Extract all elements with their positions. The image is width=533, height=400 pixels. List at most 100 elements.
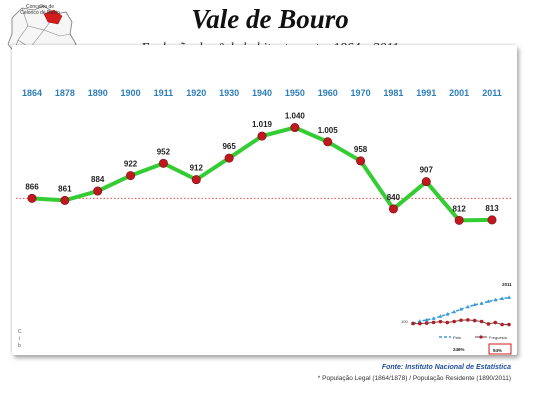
data-point [454,215,464,225]
inset-pais-point [424,317,429,322]
data-label: 884 [91,175,105,184]
population-line-chart: 1864 1878 1890 1900 1911 1920 1930 1940 1950 1960… [16,88,513,355]
data-point [158,158,168,168]
data-point [60,195,70,205]
data-label: 922 [124,160,138,169]
data-point [356,156,366,166]
inset-pais-point [438,314,443,318]
inset-pais-point [459,307,463,311]
data-point [487,215,497,225]
axis-glyph-b: b [18,343,21,349]
inset-freguesia-point [500,322,504,327]
x-tick-label: 1940 [252,88,272,98]
year-axis-labels: 1864 1878 1890 1900 1911 1920 1930 1940 1950 1960… [22,88,502,98]
map-highlight-parish [43,9,63,25]
map-parish-lines [13,7,71,61]
inset-pct-pais: 246% [453,347,465,352]
x-tick-label: 2011 [482,88,502,98]
inset-pais-series [411,295,511,325]
data-label: 958 [354,145,368,154]
data-point [27,193,37,203]
x-tick-label: 1911 [154,88,174,98]
data-label: 952 [157,147,171,156]
inset-freguesia-point [452,319,456,324]
value-labels-layer: 866 861 884 922 952 912 965 1.019 1.040 1.005 958 8… [25,112,499,214]
inset-freguesia-point [424,321,429,325]
inset-pais-point [486,299,491,303]
data-label: 866 [25,182,39,191]
inset-legend-freguesia: Freguesia [489,335,508,340]
data-label: 840 [387,193,401,202]
data-label: 812 [452,204,466,213]
inset-freguesia-point [411,321,415,326]
inset-legend-freguesia-marker [479,335,483,339]
inset-freguesia-point [493,320,498,325]
data-point [290,123,300,133]
data-point [224,153,234,163]
x-tick-label: 1890 [88,88,108,98]
inset-freguesia-series [411,318,511,327]
data-point [323,137,333,147]
data-point [126,171,136,181]
data-point [388,204,398,214]
inset-freguesia-point [479,319,484,324]
data-label: 1.019 [252,120,273,129]
inset-pais-point [493,297,498,302]
inset-pais-point [507,295,511,299]
x-tick-label: 1878 [55,88,75,98]
x-tick-label: 1960 [318,88,338,98]
inset-pais-point [445,312,450,316]
x-tick-label: 1981 [383,88,403,98]
data-label: 861 [58,184,72,193]
inset-pais-point [500,296,505,300]
x-tick-label: 1864 [22,88,42,98]
inset-pais-point [479,301,484,305]
footnote: * População Legal (1864/1878) / Populaçã… [317,375,511,382]
data-point [93,186,103,196]
inset-freguesia-point [438,319,443,324]
data-label: 912 [190,164,204,173]
inset-year-label: 2011 [502,282,512,287]
source-note: Fonte: Instituto Nacional de Estatística [381,364,511,371]
inset-freguesia-point [445,320,450,325]
inset-pct-freguesia: 94% [493,348,502,353]
inset-pct-freguesia-box [488,343,512,355]
inset-start-label: 100 [401,319,408,324]
x-tick-label: 1930 [219,88,239,98]
x-tick-label: 1900 [121,88,141,98]
data-label: 1.040 [285,112,306,121]
x-tick-label: 1970 [351,88,371,98]
x-tick-label: 1991 [416,88,436,98]
inset-freguesia-point [466,318,470,322]
inset-legend-pais: País [453,335,461,340]
inset-freguesia-point [418,321,422,326]
data-label: 813 [485,204,499,213]
inset-pais-point [417,319,422,323]
map-logo-line1: Concelho de [26,4,54,10]
inset-pais-point [452,309,457,314]
inset-freguesia-point [507,322,511,327]
data-point [257,131,267,141]
chart-title: Vale de Bouro [191,4,349,34]
x-tick-label: 2001 [449,88,469,98]
inset-freguesia-point [472,318,477,323]
x-tick-label: 1950 [285,88,305,98]
data-label: 965 [222,142,236,151]
inset-pais-point [431,316,436,320]
x-tick-label: 1920 [186,88,206,98]
inset-comparison-chart: 2011 100 País Freguesia 246% 94% [401,282,512,355]
inset-freguesia-point [459,318,463,323]
data-point [191,175,201,185]
axis-glyph-c: C [18,329,22,335]
map-logo-line2: Celorico de Basto [20,10,60,16]
series-points-layer [27,123,497,225]
data-point [421,177,431,187]
inset-pais-point [465,304,470,309]
chart-panel: 1864 1878 1890 1900 1911 1920 1930 1940 1950 1960… [12,45,517,355]
inset-freguesia-point [486,322,491,326]
inset-freguesia-point [431,320,436,325]
data-label: 1.005 [318,126,339,135]
inset-pais-point [472,302,477,307]
axis-glyph-i: i [19,336,20,342]
data-label: 907 [420,166,434,175]
